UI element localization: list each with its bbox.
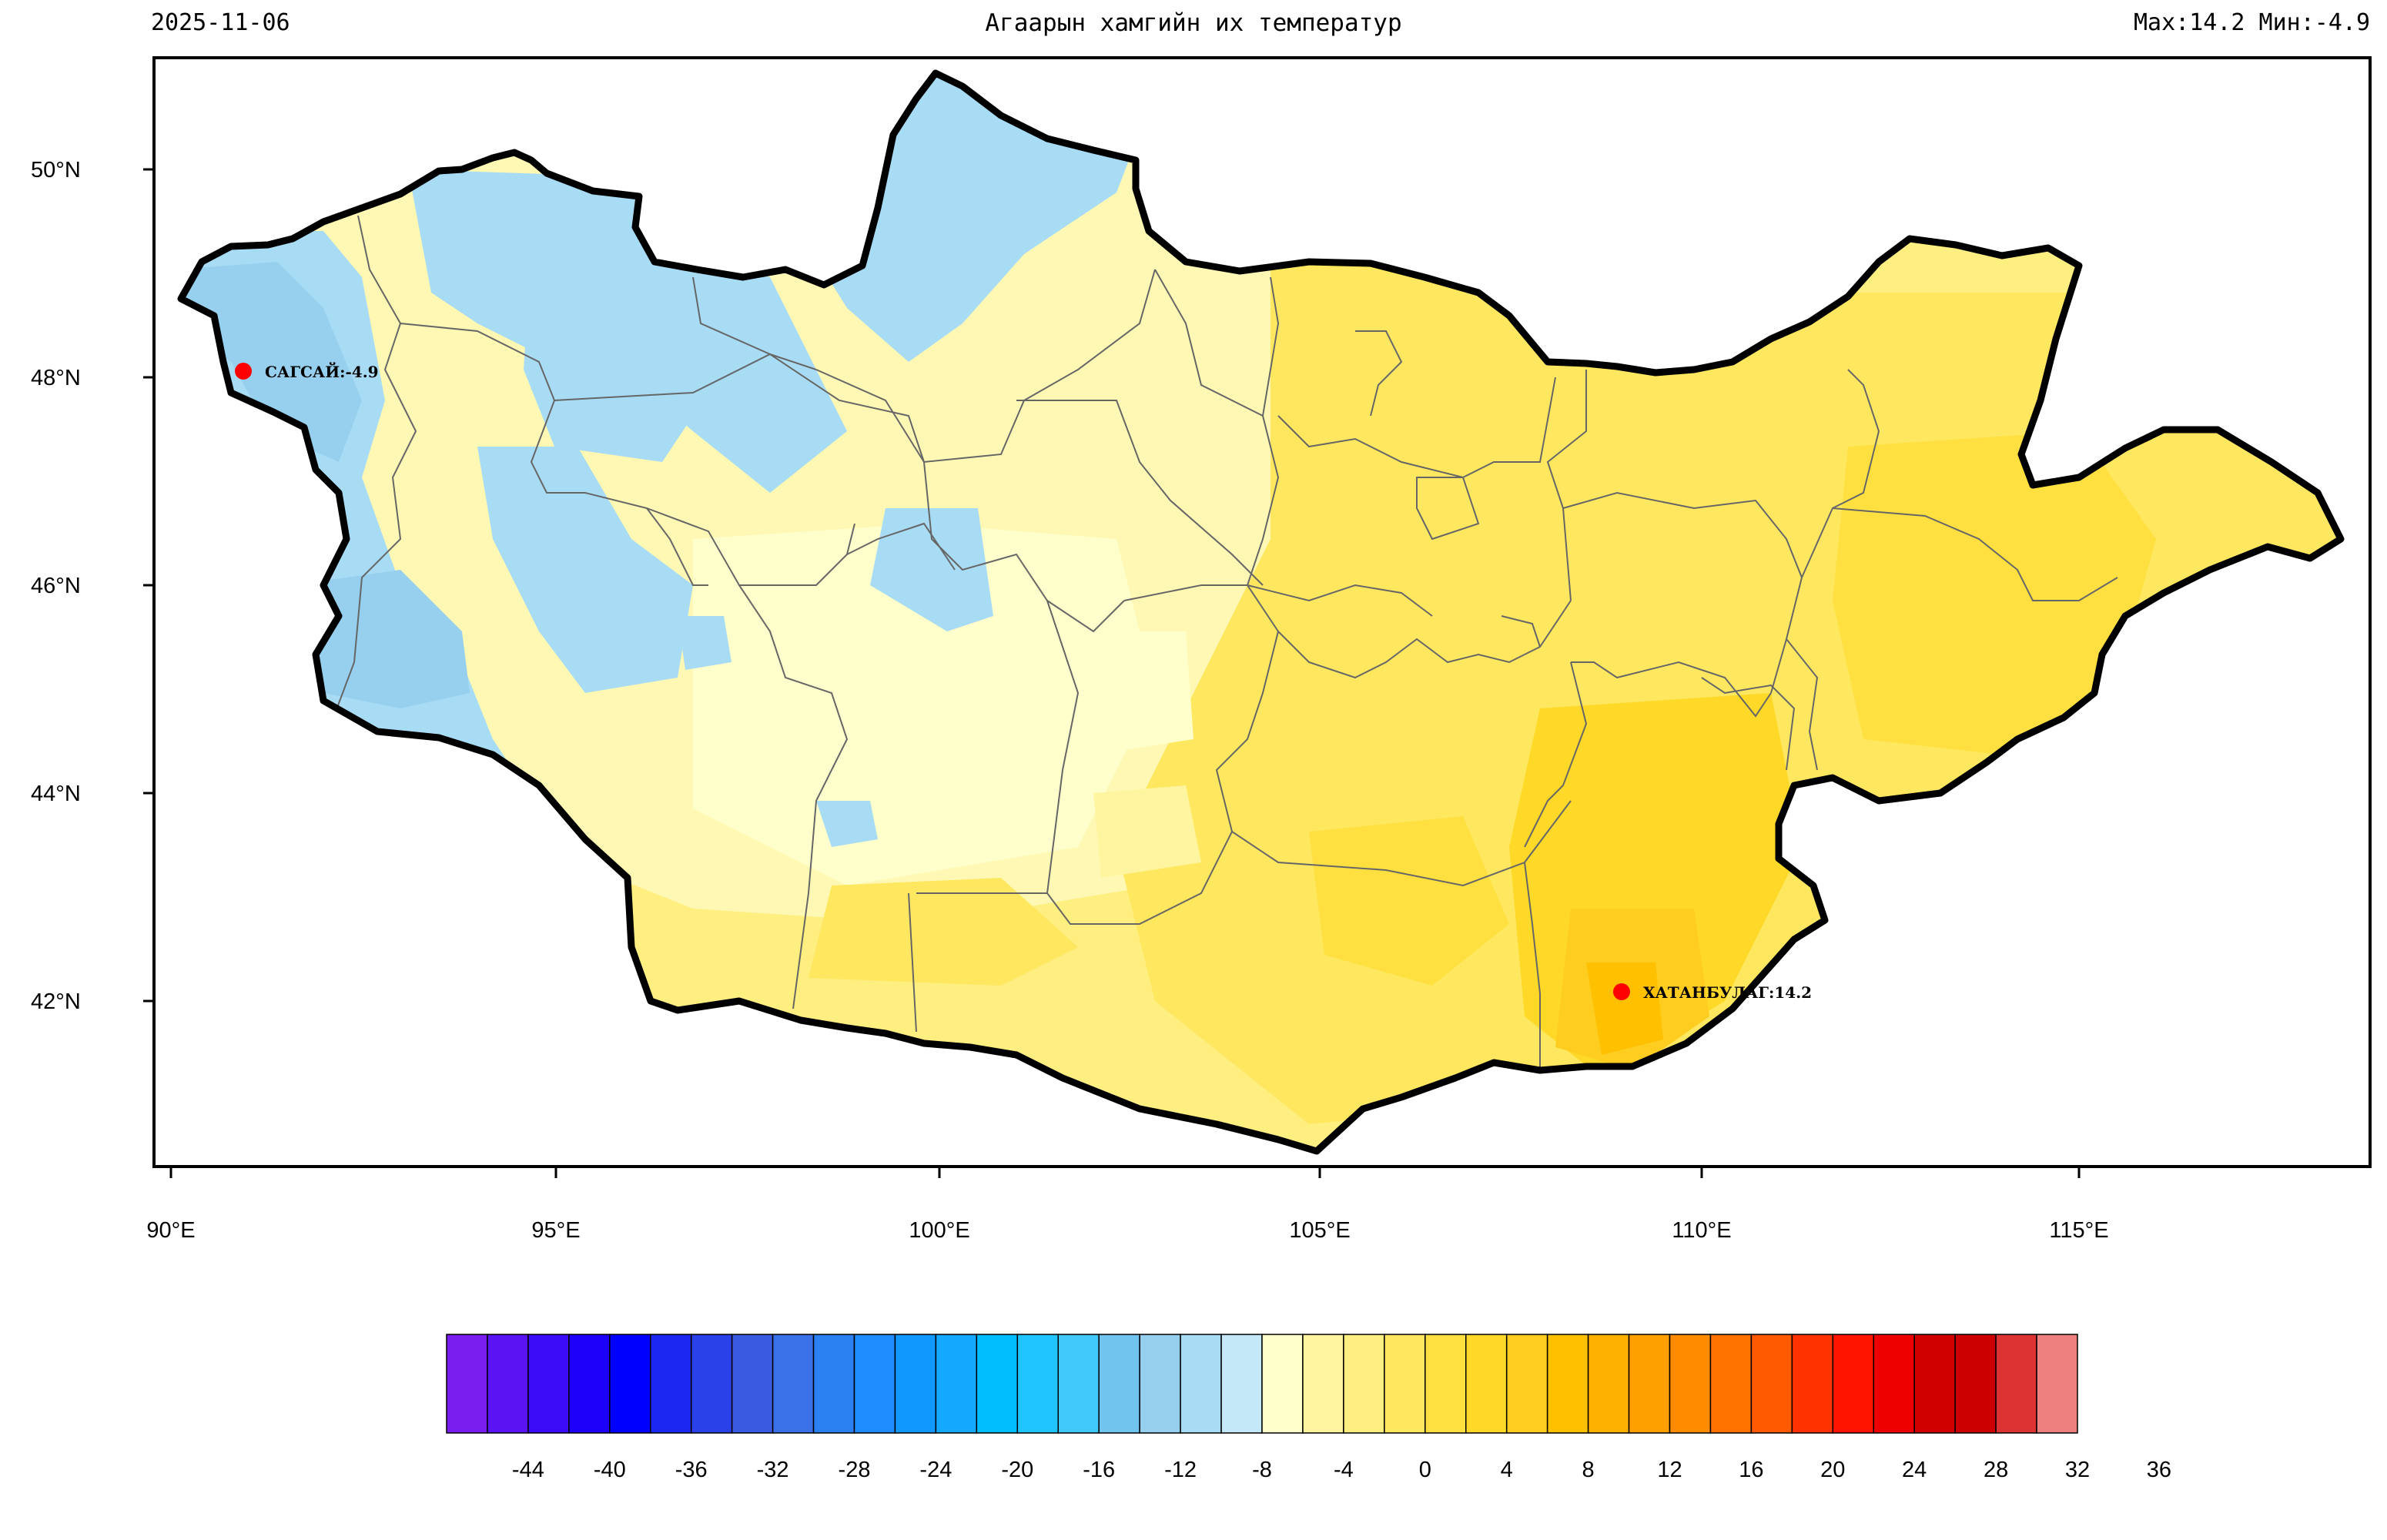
colorbar-tick-label: 36 (2146, 1458, 2172, 1482)
lon-label-90: 90°E (146, 1218, 196, 1243)
colorbar-swatch (1791, 1334, 1834, 1434)
station-label-sagsai: САГСАЙ:-4.9 (265, 361, 379, 381)
lon-label-105: 105°E (1289, 1218, 1351, 1243)
colorbar-swatch (894, 1334, 937, 1434)
colorbar-tick-label: -20 (1001, 1458, 1034, 1482)
colorbar-tick-label: -12 (1164, 1458, 1197, 1482)
colorbar-swatch (1384, 1334, 1426, 1434)
colorbar-swatch (1302, 1334, 1344, 1434)
colorbar-swatch (1750, 1334, 1793, 1434)
colorbar-swatch (568, 1334, 611, 1434)
colorbar-swatch (812, 1334, 855, 1434)
colorbar-tick-label: 28 (1983, 1458, 2009, 1482)
lat-label-44: 44°N (31, 782, 81, 806)
colorbar-tick-label: 20 (1820, 1458, 1846, 1482)
station-marker (1613, 983, 1630, 1000)
colorbar-swatch (1139, 1334, 1181, 1434)
colorbar-swatch (1669, 1334, 1712, 1434)
colorbar-swatch (446, 1334, 488, 1434)
lon-label-115: 115°E (2049, 1218, 2109, 1243)
colorbar-swatch (1098, 1334, 1140, 1434)
colorbar-swatch (1343, 1334, 1385, 1434)
colorbar-swatch (1954, 1334, 1997, 1434)
colorbar-tick-label: -24 (919, 1458, 952, 1482)
colorbar-swatch (1587, 1334, 1630, 1434)
colorbar-swatch (1057, 1334, 1100, 1434)
station-label-khatanbulag: ХАТАНБУЛАГ:14.2 (1643, 983, 1812, 1002)
station-marker (235, 363, 252, 380)
colorbar-swatch (527, 1334, 570, 1434)
colorbar-swatch (731, 1334, 774, 1434)
lat-label-50: 50°N (31, 158, 81, 182)
colorbar-tick-label: 12 (1657, 1458, 1682, 1482)
colorbar-swatch (1873, 1334, 1915, 1434)
colorbar-swatch (1424, 1334, 1467, 1434)
lon-label-110: 110°E (1672, 1218, 1732, 1243)
colorbar-swatch (1913, 1334, 1956, 1434)
lat-label-46: 46°N (31, 574, 81, 598)
province-boundaries (330, 215, 2118, 1070)
colorbar-swatch (853, 1334, 896, 1434)
colorbar-tick-label: 8 (1582, 1458, 1595, 1482)
colorbar-swatch (772, 1334, 815, 1434)
colorbar-tick-label: 24 (1902, 1458, 1927, 1482)
station-khatanbulag: ХАТАНБУЛАГ:14.2 (1613, 983, 1812, 1002)
colorbar-tick-label: 0 (1418, 1458, 1431, 1482)
colorbar-swatch (1628, 1334, 1671, 1434)
colorbar-swatch (1505, 1334, 1548, 1434)
colorbar-swatch (1016, 1334, 1060, 1434)
lat-label-48: 48°N (31, 366, 81, 390)
colorbar-tick-label: -44 (511, 1458, 544, 1482)
colorbar-tick-label: -28 (838, 1458, 871, 1482)
colorbar-tick-label: 16 (1739, 1458, 1764, 1482)
colorbar-swatch (1995, 1334, 2037, 1434)
colorbar (446, 1334, 2078, 1434)
colorbar-swatch (1261, 1334, 1304, 1434)
colorbar-swatch (976, 1334, 1019, 1434)
lat-label-42: 42°N (31, 989, 81, 1014)
axis-ticks (143, 168, 2081, 1178)
station-sagsai: САГСАЙ:-4.9 (235, 361, 379, 381)
colorbar-swatch (2036, 1334, 2078, 1434)
colorbar-swatch (1220, 1334, 1263, 1434)
lon-label-95: 95°E (531, 1218, 581, 1243)
max-min-stats: Max:14.2 Мин:-4.9 (2133, 9, 2370, 36)
colorbar-swatch (690, 1334, 733, 1434)
colorbar-tick-label: -32 (756, 1458, 789, 1482)
colorbar-swatch (487, 1334, 529, 1434)
map-date: 2025-11-06 (151, 9, 290, 36)
colorbar-tick-label: 32 (2064, 1458, 2091, 1482)
colorbar-tick-label: -16 (1083, 1458, 1116, 1482)
colorbar-swatch (935, 1334, 978, 1434)
colorbar-swatch (1709, 1334, 1753, 1434)
colorbar-tick-label: -4 (1333, 1458, 1354, 1482)
colorbar-swatch (1180, 1334, 1222, 1434)
colorbar-swatch (1832, 1334, 1875, 1434)
colorbar-tick-label: -8 (1252, 1458, 1272, 1482)
colorbar-tick-label: -40 (593, 1458, 626, 1482)
lon-label-100: 100°E (909, 1218, 970, 1243)
colorbar-swatch (650, 1334, 692, 1434)
colorbar-tick-label: 4 (1500, 1458, 1513, 1482)
colorbar-swatch (1546, 1334, 1589, 1434)
colorbar-swatch (1465, 1334, 1508, 1434)
colorbar-tick-label: -36 (675, 1458, 708, 1482)
colorbar-swatch (609, 1334, 651, 1434)
map-title: Агаарын хамгийн их температур (985, 9, 1402, 37)
